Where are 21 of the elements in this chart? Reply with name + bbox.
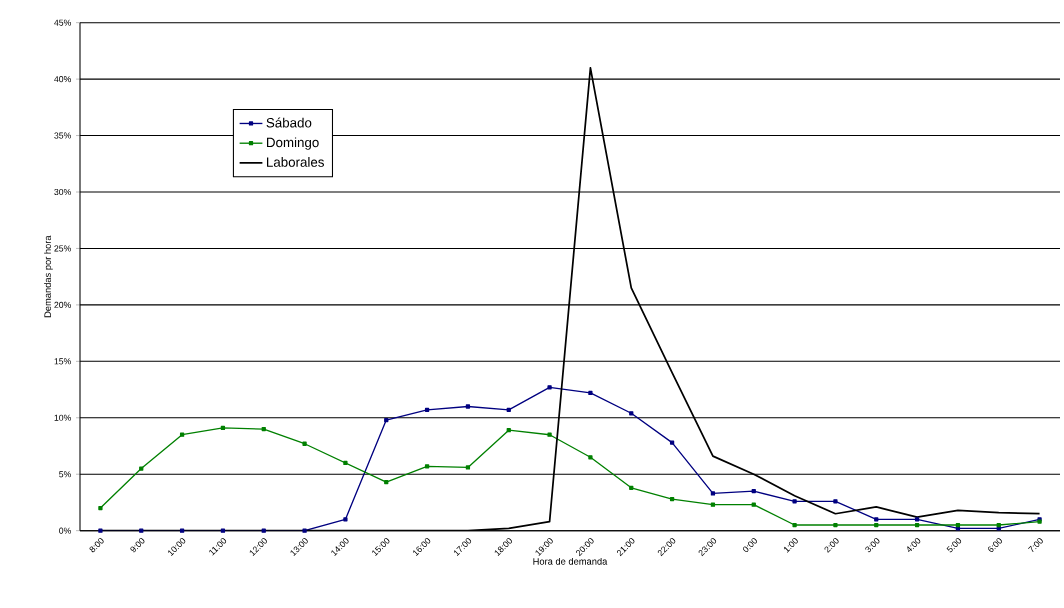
x-tick-label: 6:00 (988, 538, 1002, 553)
y-tick-label: 20% (54, 301, 71, 308)
x-tick-label: 0:00 (742, 538, 757, 553)
x-tick-label: 9:00 (130, 538, 145, 553)
y-tick-label: 0% (59, 527, 71, 534)
legend-label: Laborales (267, 157, 324, 167)
legend-label: Sábado (266, 117, 312, 128)
legend-label: Domingo (267, 137, 319, 150)
y-tick-label: 10% (54, 414, 71, 421)
y-tick-label: 35% (54, 132, 71, 139)
y-axis-title: Demandas por hora (44, 235, 53, 318)
x-tick-label: 4:00 (907, 538, 921, 553)
y-tick-label: 45% (54, 19, 71, 26)
y-tick-label: 40% (54, 76, 71, 83)
y-tick-label: 25% (54, 245, 71, 252)
y-tick-label: 5% (59, 471, 71, 478)
y-tick-label: 15% (54, 358, 71, 365)
x-tick-label: 7:00 (1028, 538, 1043, 553)
y-tick-label: 30% (54, 188, 71, 196)
x-axis-title: Hora de demanda (533, 557, 608, 565)
x-tick-label: 3:00 (865, 538, 880, 553)
